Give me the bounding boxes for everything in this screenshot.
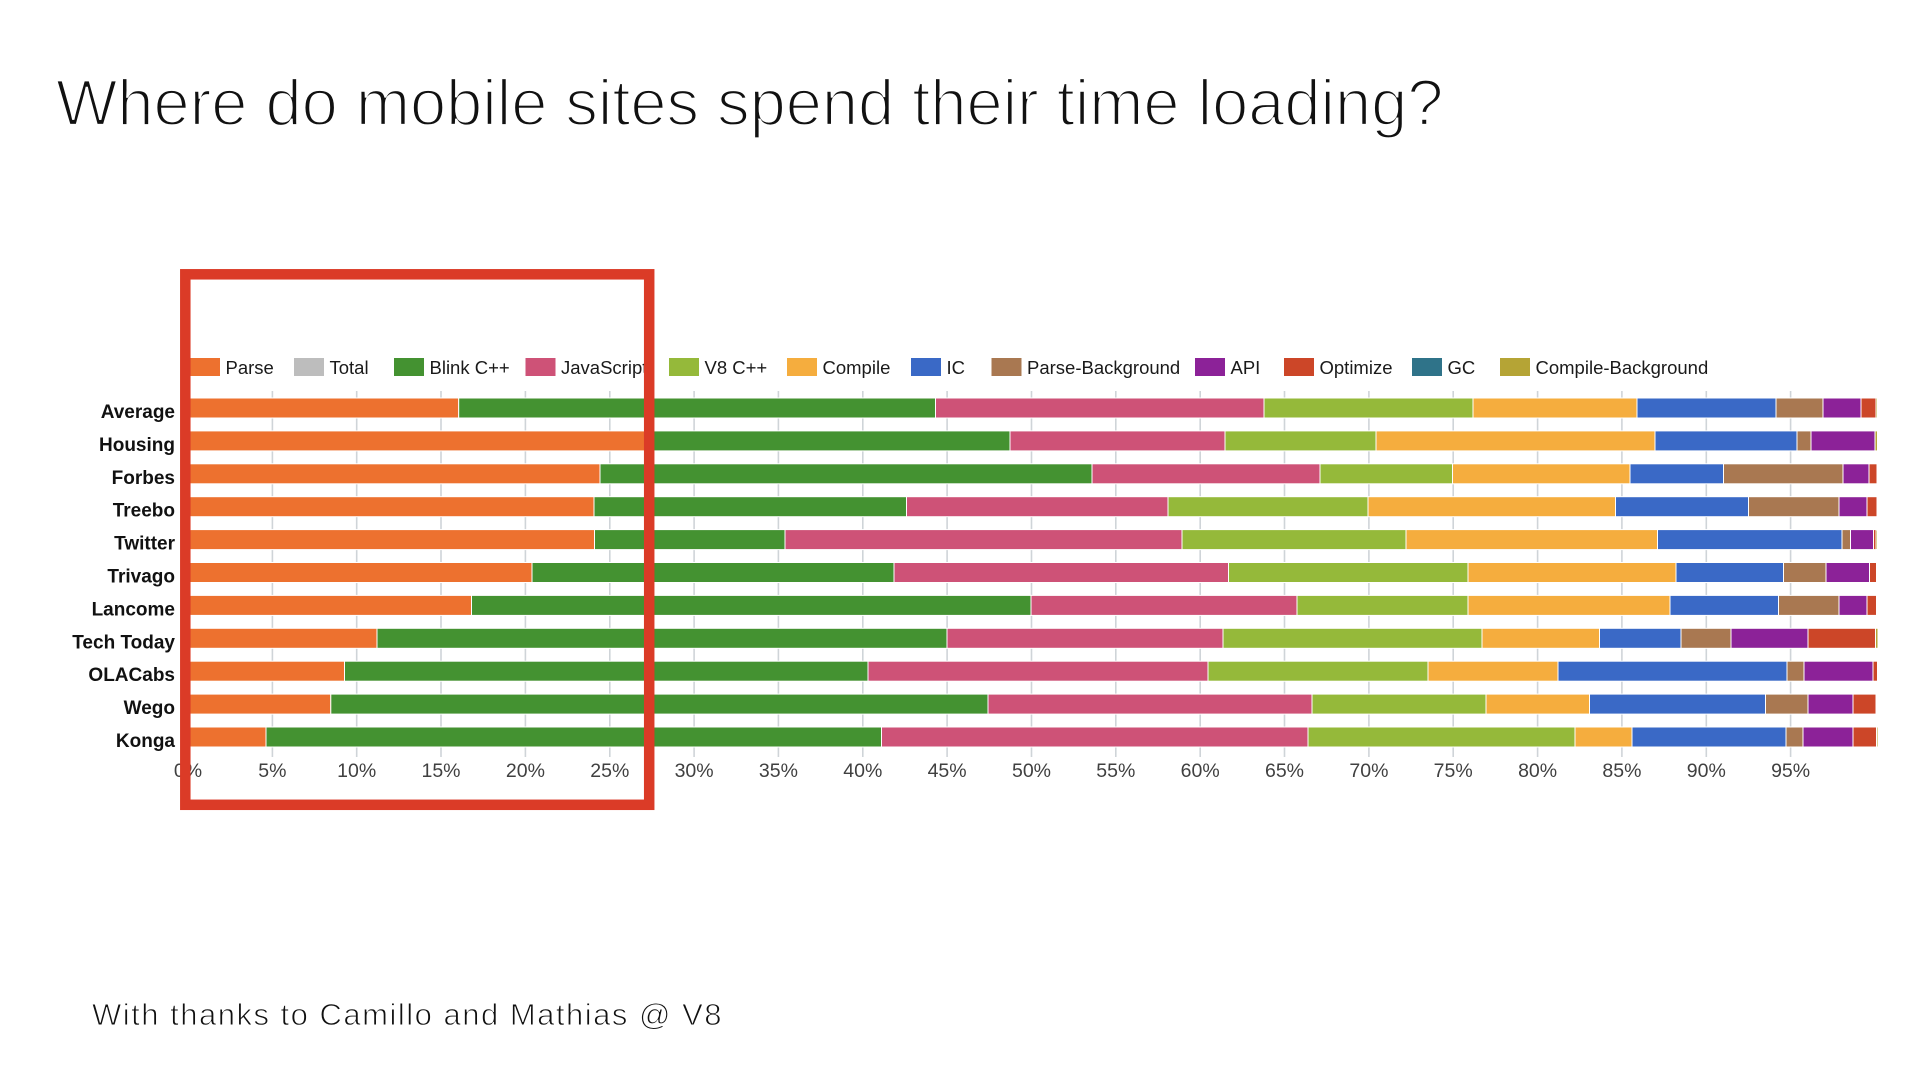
- svg-text:Parse: Parse: [226, 357, 274, 378]
- svg-text:Treebo: Treebo: [113, 501, 175, 522]
- svg-text:20%: 20%: [506, 760, 545, 782]
- svg-text:GC: GC: [1448, 357, 1476, 378]
- svg-text:Compile-Background: Compile-Background: [1536, 357, 1709, 378]
- svg-text:Wego: Wego: [124, 698, 175, 719]
- svg-text:40%: 40%: [843, 760, 882, 782]
- svg-text:Tech Today: Tech Today: [72, 632, 175, 653]
- svg-text:50%: 50%: [1012, 760, 1051, 782]
- svg-text:Trivago: Trivago: [107, 567, 175, 588]
- svg-text:80%: 80%: [1518, 760, 1557, 782]
- svg-text:Blink C++: Blink C++: [430, 357, 510, 378]
- svg-text:Housing: Housing: [99, 435, 175, 456]
- svg-text:75%: 75%: [1434, 760, 1473, 782]
- svg-text:10%: 10%: [337, 760, 376, 782]
- svg-text:Konga: Konga: [116, 731, 176, 752]
- svg-text:Average: Average: [101, 402, 175, 423]
- svg-text:Where do mobile sites spend th: Where do mobile sites spend their time l…: [56, 66, 1443, 139]
- svg-text:JavaScript: JavaScript: [561, 357, 647, 378]
- svg-text:Forbes: Forbes: [112, 468, 175, 489]
- svg-text:Optimize: Optimize: [1320, 357, 1393, 378]
- svg-text:V8 C++: V8 C++: [705, 357, 768, 378]
- svg-text:15%: 15%: [421, 760, 460, 782]
- svg-text:55%: 55%: [1096, 760, 1135, 782]
- svg-text:Total: Total: [330, 357, 369, 378]
- svg-text:25%: 25%: [590, 760, 629, 782]
- svg-text:OLACabs: OLACabs: [88, 665, 175, 686]
- svg-text:Lancome: Lancome: [92, 599, 175, 620]
- svg-text:65%: 65%: [1265, 760, 1304, 782]
- svg-text:30%: 30%: [675, 760, 714, 782]
- svg-text:Twitter: Twitter: [114, 534, 175, 555]
- svg-text:With thanks to Camillo and Mat: With thanks to Camillo and Mathias @ V8: [92, 997, 723, 1032]
- svg-text:API: API: [1231, 357, 1261, 378]
- svg-text:5%: 5%: [258, 760, 286, 782]
- svg-text:Parse-Background: Parse-Background: [1027, 357, 1180, 378]
- svg-text:60%: 60%: [1181, 760, 1220, 782]
- svg-text:70%: 70%: [1349, 760, 1388, 782]
- svg-text:85%: 85%: [1602, 760, 1641, 782]
- svg-text:35%: 35%: [759, 760, 798, 782]
- svg-text:90%: 90%: [1687, 760, 1726, 782]
- svg-text:95%: 95%: [1771, 760, 1810, 782]
- svg-text:45%: 45%: [928, 760, 967, 782]
- svg-text:IC: IC: [947, 357, 966, 378]
- svg-text:Compile: Compile: [823, 357, 891, 378]
